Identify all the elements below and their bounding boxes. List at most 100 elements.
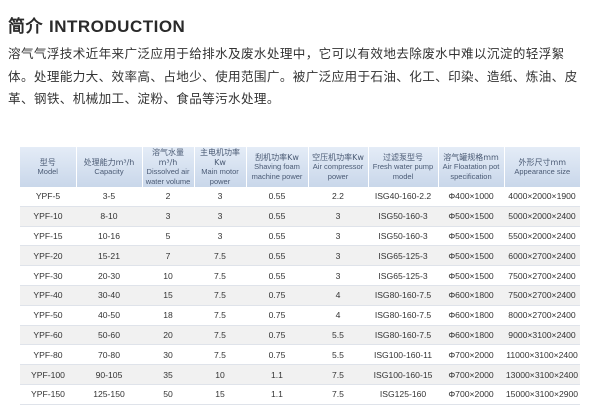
spec-table: 型号 Model 处理能力m³/h Capacity 溶气水量m³/h Dissolved… (20, 147, 580, 405)
page-title: 简介 INTRODUCTION (8, 12, 185, 37)
table-cell: 3 (308, 226, 368, 247)
table-cell: 30-40 (76, 285, 142, 306)
table-row: YPF-10 8-10 3 3 0.55 3 ISG50-160-3 Φ500×1500 500… (20, 206, 580, 227)
table-row: YPF-50 40-50 18 7.5 0.75 4 ISG80-160-7.5 Φ600×1… (20, 305, 580, 326)
table-cell: 7500×2700×2400 (504, 265, 580, 286)
table-row: YPF-20 15-21 7 7.5 0.55 3 ISG65-125-3 Φ500×1500… (20, 245, 580, 267)
column-header-en: Main motor power (201, 167, 239, 186)
table-body: YPF-5 3-5 2 3 0.55 2.2 ISG40-160-2.2 Φ400×1000 4… (20, 187, 580, 405)
table-cell: 0.55 (246, 187, 308, 207)
column-header: 溶气罐规格mm Air Floatation pot specification (437, 147, 504, 187)
table-row: YPF-30 20-30 10 7.5 0.55 3 ISG65-125-3 Φ500×150… (20, 265, 580, 286)
table-cell: 5.5 (308, 325, 368, 346)
table-cell: 35 (142, 364, 194, 385)
table-cell: ISG100-160-15 (368, 364, 438, 385)
table-cell: 6000×2700×2400 (504, 245, 580, 267)
table-cell: 9000×3100×2400 (504, 325, 580, 346)
table-cell: ISG40-160-2.2 (368, 187, 438, 207)
table-cell: 20-30 (76, 265, 142, 286)
table-cell: YPF-10 (20, 206, 76, 227)
table-cell: ISG50-160-3 (368, 226, 438, 247)
table-cell: 1.1 (246, 384, 308, 405)
table-cell: 7.5 (194, 265, 246, 286)
column-header-en: Fresh water pump model (372, 162, 434, 181)
intro-line: 溶气气浮技术近年来广泛应用于给排水及废水处理中，它可以有效地去除废水中难以沉淀的… (8, 46, 565, 61)
table-cell: ISG65-125-3 (368, 265, 438, 286)
table-cell: 5 (142, 226, 194, 247)
table-cell: 0.75 (246, 325, 308, 346)
table-row: YPF-150 125-150 50 15 1.1 7.5 ISG125-160 Φ700×2… (20, 384, 580, 405)
table-cell: 0.55 (246, 245, 308, 267)
table-cell: Φ400×1000 (438, 187, 504, 207)
table-cell: 1.1 (246, 364, 308, 385)
table-row: YPF-100 90-105 35 10 1.1 7.5 ISG100-160-15 Φ700… (20, 364, 580, 385)
table-cell: 5500×2000×2400 (504, 226, 580, 247)
table-cell: Φ700×2000 (438, 344, 504, 366)
table-cell: 15 (194, 384, 246, 405)
table-cell: Φ600×1800 (438, 285, 504, 306)
table-cell: 7.5 (308, 384, 368, 405)
table-cell: 18 (142, 305, 194, 326)
column-header-cn: 溶气罐规格mm (443, 152, 499, 162)
table-cell: ISG80-160-7.5 (368, 305, 438, 326)
table-cell: Φ700×2000 (438, 364, 504, 385)
table-cell: 7.5 (194, 285, 246, 306)
table-cell: YPF-100 (20, 364, 76, 385)
column-header-en: Air Floatation pot specification (442, 162, 500, 181)
table-cell: 11000×3100×2400 (504, 344, 580, 366)
table-cell: YPF-150 (20, 384, 76, 405)
table-cell: YPF-30 (20, 265, 76, 286)
table-cell: 50 (142, 384, 194, 405)
table-cell: 3-5 (76, 187, 142, 207)
column-header: 溶气水量m³/h Dissolved air water volume (141, 147, 194, 187)
table-cell: 10 (142, 265, 194, 286)
table-cell: 3 (194, 206, 246, 227)
table-cell: 3 (194, 187, 246, 207)
table-cell: 3 (308, 265, 368, 286)
column-header-cn: 刮机功率Kw (255, 152, 299, 162)
column-header-cn: 处理能力m³/h (83, 157, 135, 167)
table-cell: Φ500×1500 (438, 206, 504, 227)
title-en: INTRODUCTION (49, 17, 186, 36)
column-header-en: Shaving foam machine power (251, 162, 303, 181)
table-cell: 13000×3100×2400 (504, 364, 580, 385)
table-cell: 7 (142, 245, 194, 267)
table-cell: YPF-15 (20, 226, 76, 247)
column-header-en: Appearance size (514, 167, 571, 176)
table-cell: 10-16 (76, 226, 142, 247)
column-header: 处理能力m³/h Capacity (75, 147, 142, 187)
table-row: YPF-60 50-60 20 7.5 0.75 5.5 ISG80-160-7.5 Φ600… (20, 325, 580, 346)
table-cell: 3 (308, 206, 368, 227)
table-cell: 15000×3100×2900 (504, 384, 580, 405)
table-cell: 4000×2000×1900 (504, 187, 580, 207)
table-cell: ISG50-160-3 (368, 206, 438, 227)
table-cell: 8000×2700×2400 (504, 305, 580, 326)
table-cell: 90-105 (76, 364, 142, 385)
table-cell: Φ600×1800 (438, 325, 504, 346)
column-header-en: Dissolved air water volume (145, 167, 191, 186)
table-cell: 4 (308, 305, 368, 326)
table-cell: 3 (308, 245, 368, 267)
table-cell: ISG65-125-3 (368, 245, 438, 267)
intro-line: 革、钢铁、机械加工、淀粉、食品等污水处理。 (8, 91, 280, 106)
intro-paragraph: 溶气气浮技术近年来广泛应用于给排水及废水处理中，它可以有效地去除废水中难以沉淀的… (8, 43, 590, 111)
table-cell: 7.5 (194, 325, 246, 346)
table-cell: YPF-40 (20, 285, 76, 306)
column-header: 空压机功率Kw Air compressor power (307, 147, 368, 187)
spec-table-container: 型号 Model 处理能力m³/h Capacity 溶气水量m³/h Dissolved… (20, 147, 580, 405)
column-header: 刮机功率Kw Shaving foam machine power (245, 147, 308, 187)
table-cell: 7.5 (308, 364, 368, 385)
column-header-en: Capacity (94, 167, 124, 176)
column-header-cn: 过滤泵型号 (383, 152, 423, 162)
table-cell: 0.75 (246, 305, 308, 326)
column-header: 主电机功率Kw Main motor power (193, 147, 246, 187)
table-row: YPF-5 3-5 2 3 0.55 2.2 ISG40-160-2.2 Φ400×1000 4… (20, 187, 580, 207)
table-cell: ISG80-160-7.5 (368, 285, 438, 306)
column-header-en: Air compressor power (312, 162, 364, 181)
table-cell: Φ500×1500 (438, 245, 504, 267)
table-cell: 7500×2700×2400 (504, 285, 580, 306)
table-header-row: 型号 Model 处理能力m³/h Capacity 溶气水量m³/h Dissolved… (20, 147, 580, 187)
table-cell: 5.5 (308, 344, 368, 366)
table-cell: Φ500×1500 (438, 265, 504, 286)
table-cell: 7.5 (194, 245, 246, 267)
